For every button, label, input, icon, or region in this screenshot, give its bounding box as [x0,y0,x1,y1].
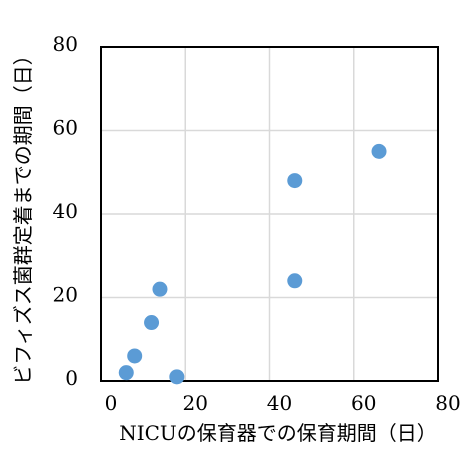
data-point [127,348,143,364]
y-axis-ticks: 0 20 40 60 80 [53,32,78,390]
data-point [169,369,185,385]
data-point [118,365,134,381]
data-point [144,315,160,331]
y-tick-label: 0 [65,366,78,390]
x-axis-title: NICUの保育器での保育期間（日） [119,421,437,445]
x-tick-label: 60 [351,391,376,415]
y-tick-label: 60 [53,116,78,140]
x-axis-ticks: 0 20 40 60 80 [105,391,461,415]
x-tick-label: 80 [435,391,460,415]
plot-area-frame [100,46,439,382]
data-point [287,273,303,289]
data-point [152,281,168,297]
x-tick-label: 0 [105,391,118,415]
y-tick-label: 20 [53,283,78,307]
data-point [371,143,387,159]
gridlines [101,47,438,381]
y-axis-title: ビフィズス菌群定着までの期間（日） [11,45,35,385]
x-tick-label: 40 [267,391,292,415]
x-tick-label: 20 [183,391,208,415]
data-point [287,173,303,189]
data-points [118,143,387,385]
y-tick-label: 80 [53,32,78,56]
y-tick-label: 40 [53,199,78,223]
